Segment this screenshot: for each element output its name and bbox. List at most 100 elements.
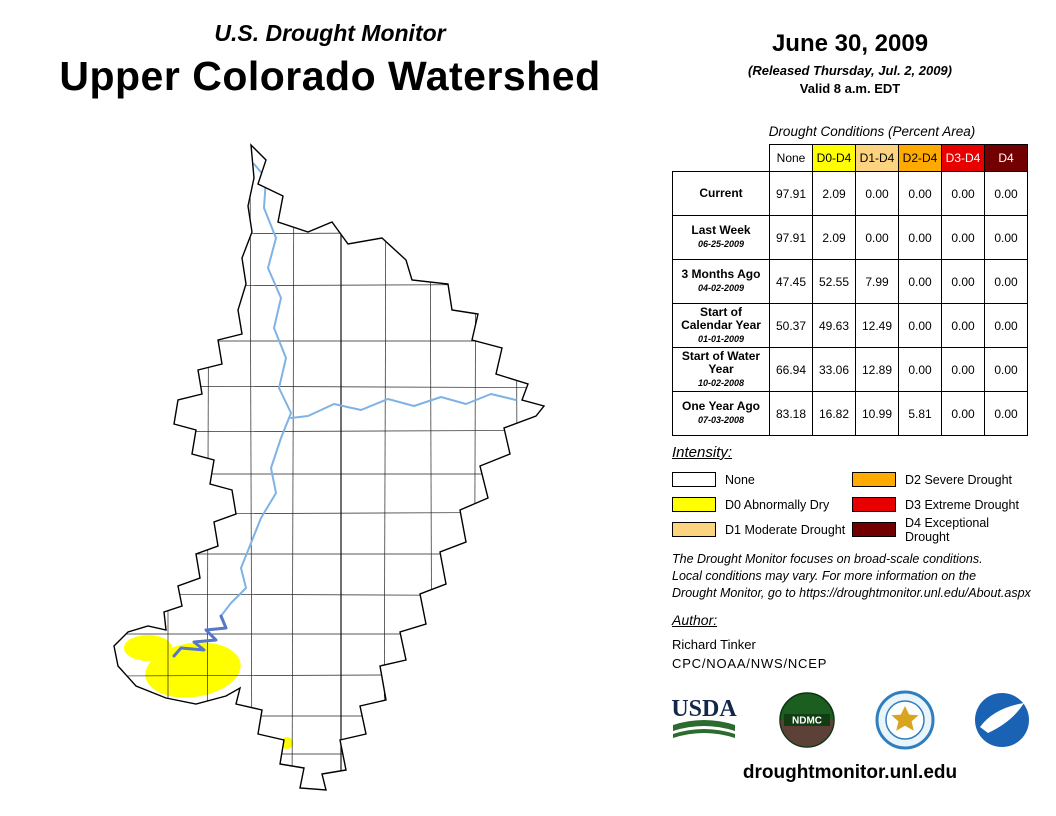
usda-logo-text: USDA — [671, 696, 737, 722]
legend-label: D1 Moderate Drought — [725, 522, 846, 537]
report-date: June 30, 2009 — [771, 30, 929, 57]
legend-title: Intensity: — [672, 444, 733, 461]
row-label: 3 Months Ago 04-02-2009 — [672, 259, 770, 304]
row-label-date: 01-01-2009 — [697, 333, 745, 344]
valid-time: Valid 8 a.m. EDT — [799, 81, 901, 96]
legend-label: D2 Severe Drought — [905, 472, 1013, 487]
row-label-text: Current — [699, 185, 743, 200]
date-block: June 30, 2009 (Released Thursday, Jul. 2… — [672, 30, 1028, 96]
legend-swatch-d3 — [852, 497, 896, 512]
watershed-boundary — [113, 143, 546, 791]
column-header-none: None — [769, 144, 813, 172]
row-label-text: Start of Calendar Year — [681, 304, 761, 332]
legend-label: D3 Extreme Drought — [905, 497, 1019, 512]
legend-item-d3: D3 Extreme Drought — [852, 492, 1032, 517]
table-row: Last Week 06-25-2009 97.91 2.09 0.00 0.0… — [672, 215, 1028, 260]
row-label-text: One Year Ago — [681, 399, 761, 413]
cell-value: 2.09 — [812, 215, 856, 260]
author-block: Author: Richard Tinker CPC/NOAA/NWS/NCEP — [672, 612, 827, 671]
cell-value: 0.00 — [941, 391, 985, 436]
noaa-bird — [979, 703, 1024, 733]
author-heading: Author: — [672, 612, 718, 628]
table-header-row: None D0-D4 D1-D4 D2-D4 D3-D4 D4 — [672, 144, 1028, 172]
usda-swoosh — [673, 720, 735, 731]
river-tributary — [290, 393, 517, 419]
legend-item-d2: D2 Severe Drought — [852, 467, 1032, 492]
legend-swatch-d2 — [852, 472, 896, 487]
cell-value: 0.00 — [898, 303, 942, 348]
cell-value: 0.00 — [855, 171, 899, 216]
column-header-d1d4: D1-D4 — [855, 144, 899, 172]
cell-value: 66.94 — [769, 347, 813, 392]
watershed-map — [113, 143, 546, 791]
cell-value: 0.00 — [984, 215, 1028, 260]
page-title: Upper Colorado Watershed — [59, 53, 601, 99]
row-label: One Year Ago 07-03-2008 — [672, 391, 770, 436]
legend-label: D4 Exceptional Drought — [905, 515, 990, 544]
legend-label: D0 Abnormally Dry — [725, 497, 830, 512]
row-label-date: 07-03-2008 — [697, 415, 745, 425]
program-title: U.S. Drought Monitor — [214, 20, 446, 46]
legend-item-d1: D1 Moderate Drought — [672, 517, 852, 542]
disclaimer-line: The Drought Monitor focuses on broad-sca… — [672, 552, 983, 566]
cell-value: 0.00 — [984, 347, 1028, 392]
cell-value: 0.00 — [984, 259, 1028, 304]
legend-swatch-d0 — [672, 497, 716, 512]
cell-value: 97.91 — [769, 215, 813, 260]
legend-label: None — [725, 472, 755, 487]
cell-value: 50.37 — [769, 303, 813, 348]
river-main-stem — [220, 163, 292, 617]
lake-powell — [172, 614, 228, 658]
row-label: Start of Calendar Year 01-01-2009 — [672, 303, 770, 348]
cell-value: 5.81 — [898, 391, 942, 436]
rivers — [172, 163, 517, 658]
legend-item-d4: D4 Exceptional Drought — [852, 515, 1032, 544]
disclaimer-line: Drought Monitor, go to https://droughtmo… — [672, 586, 1031, 600]
cell-value: 0.00 — [941, 259, 985, 304]
row-label-date: 04-02-2009 — [697, 283, 745, 293]
cell-value: 16.82 — [812, 391, 856, 436]
table-row: One Year Ago 07-03-2008 83.18 16.82 10.9… — [672, 391, 1028, 436]
commerce-eagle — [891, 706, 919, 731]
cell-value: 0.00 — [984, 391, 1028, 436]
cell-value: 52.55 — [812, 259, 856, 304]
legend-column-left: None D0 Abnormally Dry D1 Moderate Droug… — [672, 467, 852, 542]
table-corner-cell — [672, 144, 770, 172]
ndmc-logo: NDMC — [779, 692, 836, 748]
ndmc-logo-text: NDMC — [792, 716, 822, 727]
row-label: Current — [672, 171, 770, 216]
cell-value: 0.00 — [898, 259, 942, 304]
released-date: (Released Thursday, Jul. 2, 2009) — [748, 63, 952, 78]
table-row: 3 Months Ago 04-02-2009 47.45 52.55 7.99… — [672, 259, 1028, 304]
usda-logo: USDA — [671, 696, 737, 738]
row-label-date: 10-02-2008 — [697, 377, 745, 388]
disclaimer-text: The Drought Monitor focuses on broad-sca… — [672, 551, 1031, 602]
legend-swatch-none — [672, 472, 716, 487]
cell-value: 0.00 — [898, 171, 942, 216]
row-label-date: 06-25-2009 — [697, 239, 745, 249]
commerce-seal-logo — [875, 690, 935, 750]
table-row: Start of Calendar Year 01-01-2009 50.37 … — [672, 303, 1028, 348]
map-interior — [114, 145, 544, 790]
column-header-d0d4: D0-D4 — [812, 144, 856, 172]
legend-swatch-d4 — [852, 522, 896, 537]
column-header-d2d4: D2-D4 — [898, 144, 942, 172]
cell-value: 83.18 — [769, 391, 813, 436]
drought-conditions-table: None D0-D4 D1-D4 D2-D4 D3-D4 D4 Current … — [672, 144, 1028, 436]
cell-value: 0.00 — [941, 215, 985, 260]
cell-value: 0.00 — [984, 171, 1028, 216]
cell-value: 10.99 — [855, 391, 899, 436]
author-name: Richard Tinker — [672, 637, 756, 652]
legend-item-none: None — [672, 467, 852, 492]
row-label-text: 3 Months Ago — [681, 267, 761, 281]
cell-value: 49.63 — [812, 303, 856, 348]
table-row: Start of Water Year 10-02-2008 66.94 33.… — [672, 347, 1028, 392]
cell-value: 2.09 — [812, 171, 856, 216]
legend-column-right: D2 Severe Drought D3 Extreme Drought D4 … — [852, 467, 1032, 544]
legend-item-d0: D0 Abnormally Dry — [672, 492, 852, 517]
table-row: Current 97.91 2.09 0.00 0.00 0.00 0.00 — [672, 171, 1028, 216]
title-block: U.S. Drought Monitor Upper Colorado Wate… — [55, 20, 605, 100]
map-background — [114, 145, 544, 790]
column-header-d4: D4 — [984, 144, 1028, 172]
